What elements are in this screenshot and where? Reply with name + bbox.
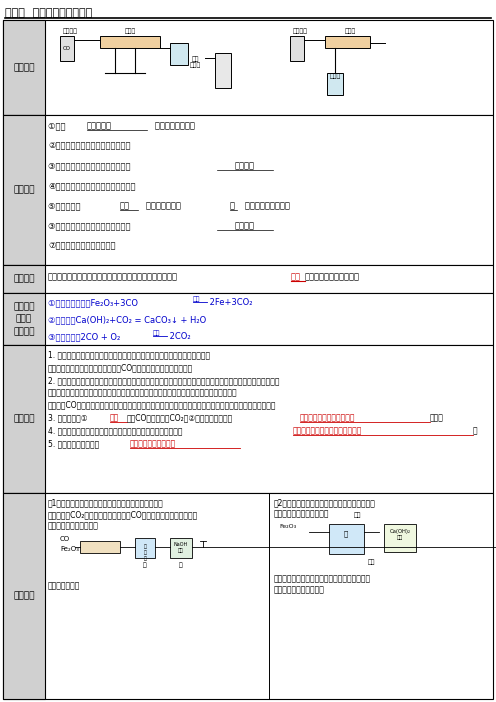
- Bar: [3, 345, 493, 493]
- Text: 点燃: 点燃: [110, 413, 119, 422]
- Text: 色时，熄灭酒精喷灯: 色时，熄灭酒精喷灯: [237, 201, 290, 210]
- Text: Fe₂O₃: Fe₂O₃: [279, 524, 296, 529]
- Text: 装置气密性: 装置气密性: [87, 121, 112, 130]
- Text: CO: CO: [60, 536, 70, 542]
- Text: 时，还可以试管内压强减小，澄清石灰水倒吸进入玻璃管中，使玻璃管炸裂，防止石灰水倒吸: 时，还可以试管内压强减小，澄清石灰水倒吸进入玻璃管中，使玻璃管炸裂，防止石灰水倒…: [48, 388, 238, 397]
- Bar: [3, 493, 45, 699]
- Text: ，点燃尾气产生蓝色火焰: ，点燃尾气产生蓝色火焰: [305, 272, 360, 281]
- Bar: [80, 541, 120, 553]
- Bar: [325, 36, 370, 48]
- Text: 气球或用排水法将尾气收集: 气球或用排水法将尾气收集: [300, 413, 356, 422]
- Text: NaOH
溶液: NaOH 溶液: [174, 542, 188, 552]
- Text: 实验结论
化学方
程式表示: 实验结论 化学方 程式表示: [13, 302, 35, 336]
- Bar: [384, 524, 416, 552]
- Text: 色粉末完全变成: 色粉末完全变成: [138, 201, 191, 210]
- Text: ）: ）: [473, 426, 478, 435]
- Text: ⑦最后熄灭装置末端的酒精灯: ⑦最后熄灭装置末端的酒精灯: [48, 241, 116, 250]
- Bar: [290, 36, 304, 61]
- Text: ①硬质玻璃管内：Fe₂O₃+3CO: ①硬质玻璃管内：Fe₂O₃+3CO: [48, 298, 141, 307]
- Text: 量，又避免了污染空气）: 量，又避免了污染空气）: [48, 521, 99, 530]
- Text: 原因：清除装置中的空气，防止加热CO与空气的混合气体发生爆炸。: 原因：清除装置中的空气，防止加热CO与空气的混合气体发生爆炸。: [48, 363, 193, 372]
- Text: 2Fe+3CO₂: 2Fe+3CO₂: [207, 298, 252, 307]
- Bar: [3, 265, 45, 293]
- Text: ④将装置内空气排尽后，点燃酒精喷灯: ④将装置内空气排尽后，点燃酒精喷灯: [48, 181, 135, 190]
- Text: 5. 澄清石灰水的作用：: 5. 澄清石灰水的作用：: [48, 439, 99, 448]
- Text: 优点：节约药品: 优点：节约药品: [48, 581, 80, 590]
- Text: 操作顺序: 操作顺序: [13, 185, 35, 194]
- Bar: [3, 493, 493, 699]
- Text: 点燃: 点燃: [153, 330, 161, 336]
- Text: 一氧化碳: 一氧化碳: [235, 161, 255, 170]
- Text: 2. 实验结束时要先停止加热，继续通一氧化碳直到玻璃管冷却，其目的是防止生成的铁被空气中的氧气氧化；同: 2. 实验结束时要先停止加热，继续通一氧化碳直到玻璃管冷却，其目的是防止生成的铁…: [48, 376, 280, 385]
- Text: 澄清
石灰水: 澄清 石灰水: [189, 56, 200, 68]
- Text: 3. 尾气处理：①: 3. 尾气处理：①: [48, 413, 88, 422]
- Text: 水: 水: [344, 531, 348, 537]
- Bar: [100, 36, 160, 48]
- Text: 甲: 甲: [143, 562, 147, 568]
- Bar: [3, 115, 45, 265]
- Text: 玻璃管内红棕色粉末逐渐变成黑色，试管内澄清的石灰水变: 玻璃管内红棕色粉末逐渐变成黑色，试管内澄清的石灰水变: [48, 272, 178, 281]
- Text: 2CO₂: 2CO₂: [167, 332, 190, 341]
- Text: （将生成的CO₂吸收，再利用本反应的CO燃烧提供热量，既节约了能: （将生成的CO₂吸收，再利用本反应的CO燃烧提供热量，既节约了能: [48, 510, 198, 519]
- Text: 注意事项: 注意事项: [13, 414, 35, 423]
- Text: 氧化铁: 氧化铁: [124, 28, 135, 34]
- Bar: [3, 20, 45, 115]
- Text: 液
硫
酸: 液 硫 酸: [143, 544, 146, 561]
- Text: 一氧化碳: 一氧化碳: [293, 28, 308, 34]
- Bar: [170, 538, 192, 558]
- Text: ③酒精灯处：2CO + O₂: ③酒精灯处：2CO + O₂: [48, 332, 123, 341]
- Text: （为减少CO的使用量，熄灭酒精喷灯后，可用弹簧夹将硬质玻璃管两侧的导管关闭，使铁在密闭装置中冷却）: （为减少CO的使用量，熄灭酒精喷灯后，可用弹簧夹将硬质玻璃管两侧的导管关闭，使铁…: [48, 400, 276, 409]
- Bar: [3, 20, 493, 115]
- Text: ①检查: ①检查: [48, 121, 73, 130]
- Bar: [3, 293, 493, 345]
- Text: （1）利用一氧化碳的可燃性将尾气直接在酒精灯处点燃: （1）利用一氧化碳的可燃性将尾气直接在酒精灯处点燃: [48, 498, 164, 507]
- Text: CO: CO: [63, 46, 71, 51]
- Text: 检验生成的二氧化碳。: 检验生成的二氧化碳。: [130, 439, 176, 448]
- Text: 高温: 高温: [193, 296, 200, 302]
- Text: 一氧化碳: 一氧化碳: [62, 28, 77, 34]
- Bar: [3, 115, 493, 265]
- Bar: [3, 345, 45, 493]
- Text: 4. 酒精喷灯的作用是提供高温（如果用酒精灯，则加金属网罩，: 4. 酒精喷灯的作用是提供高温（如果用酒精灯，则加金属网罩，: [48, 426, 183, 435]
- Text: 红棕: 红棕: [120, 201, 130, 210]
- Text: ③先点燃装置末端的酒精灯，再通入: ③先点燃装置末端的酒精灯，再通入: [48, 161, 141, 170]
- Text: 本反应的一氧化碳收集起来: 本反应的一氧化碳收集起来: [274, 509, 329, 518]
- Bar: [329, 524, 364, 554]
- Text: 浑浊: 浑浊: [291, 272, 301, 281]
- Text: Fe₂O₃: Fe₂O₃: [60, 546, 79, 552]
- Text: 和一氧化碳的纯度: 和一氧化碳的纯度: [147, 121, 195, 130]
- Text: 气球: 气球: [353, 512, 361, 517]
- Text: 优点：双管量气瓶既可以稳定并喷收二氧化碳，: 优点：双管量气瓶既可以稳定并喷收二氧化碳，: [274, 574, 371, 583]
- Text: 金属网罩可以集中火焰，提高温度: 金属网罩可以集中火焰，提高温度: [293, 426, 363, 435]
- Text: 实验、  一氧化碳还原氧化铁: 实验、 一氧化碳还原氧化铁: [5, 8, 92, 18]
- Text: ，使CO变成无毒的CO₂；②在导管末端系一个: ，使CO变成无毒的CO₂；②在导管末端系一个: [127, 413, 233, 422]
- Text: 乙: 乙: [179, 562, 183, 568]
- Text: 还能收集更多的一氧化碳: 还能收集更多的一氧化碳: [274, 585, 325, 594]
- Bar: [327, 73, 343, 95]
- Text: Ca(OH)₂
溶液: Ca(OH)₂ 溶液: [389, 529, 411, 540]
- Text: 一氧化碳: 一氧化碳: [235, 221, 255, 230]
- Text: 气球: 气球: [367, 559, 375, 564]
- Text: 1. 实验开始时先通纯净的一氧化碳排尽玻璃管内的空气，然后再加热氧化铁。: 1. 实验开始时先通纯净的一氧化碳排尽玻璃管内的空气，然后再加热氧化铁。: [48, 350, 210, 359]
- Text: 黑: 黑: [230, 201, 235, 210]
- Text: ⑤当玻璃管内: ⑤当玻璃管内: [48, 201, 88, 210]
- Bar: [3, 293, 45, 345]
- Bar: [60, 36, 74, 61]
- Bar: [215, 53, 231, 88]
- Text: （2）利用一氧化碳难溶于水，用排水法或气球将: （2）利用一氧化碳难溶于水，用排水法或气球将: [274, 498, 376, 507]
- Text: 石灰水: 石灰水: [329, 73, 341, 79]
- Text: ②试管内：Ca(OH)₂+CO₂ = CaCO₃↓ + H₂O: ②试管内：Ca(OH)₂+CO₂ = CaCO₃↓ + H₂O: [48, 315, 206, 324]
- Text: ②将氧化铁放入硬质玻璃管内并固定: ②将氧化铁放入硬质玻璃管内并固定: [48, 141, 130, 150]
- Text: 改进装置: 改进装置: [13, 592, 35, 600]
- Text: ③先点燃装置末端的酒精灯，再通入: ③先点燃装置末端的酒精灯，再通入: [48, 221, 141, 230]
- Text: 实验现象: 实验现象: [13, 274, 35, 284]
- Bar: [3, 265, 493, 293]
- Text: 氧化铁: 氧化铁: [344, 28, 356, 34]
- Text: 起来。: 起来。: [430, 413, 444, 422]
- Bar: [135, 538, 155, 558]
- Bar: [170, 43, 188, 65]
- Text: 实验装置: 实验装置: [13, 63, 35, 72]
